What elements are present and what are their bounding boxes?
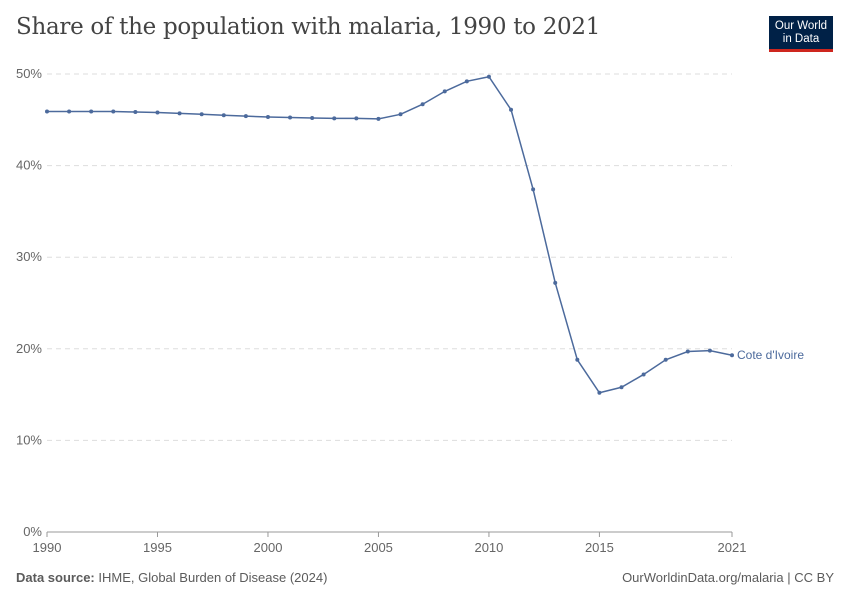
chart-title: Share of the population with malaria, 19…: [16, 14, 601, 40]
data-point: [177, 111, 182, 116]
data-point: [486, 74, 491, 79]
x-tick-label: 1995: [143, 540, 172, 555]
data-point: [597, 390, 602, 395]
data-point: [553, 280, 558, 285]
data-point: [332, 116, 337, 121]
series-line: [47, 75, 733, 394]
data-point: [464, 79, 469, 84]
data-point: [509, 107, 514, 112]
series-label: Cote d'Ivoire: [737, 348, 804, 362]
data-point: [221, 113, 226, 118]
source-text[interactable]: IHME, Global Burden of Disease (2024): [98, 570, 328, 585]
data-point: [111, 109, 116, 114]
owid-logo[interactable]: Our World in Data: [769, 16, 833, 52]
data-point: [531, 187, 536, 192]
source-label: Data source:: [16, 570, 95, 585]
data-point: [310, 115, 315, 120]
data-point: [398, 112, 403, 117]
x-tick-label: 2010: [474, 540, 503, 555]
y-tick-label: 50%: [16, 66, 42, 81]
x-tick-label: 2005: [364, 540, 393, 555]
data-point: [707, 348, 712, 353]
data-point: [67, 109, 72, 114]
y-tick-label: 20%: [16, 341, 42, 356]
data-point: [641, 372, 646, 377]
y-tick-label: 40%: [16, 158, 42, 173]
x-tick-label: 1990: [33, 540, 62, 555]
x-tick-label: 2015: [585, 540, 614, 555]
data-point: [730, 353, 734, 358]
data-point: [199, 112, 204, 117]
data-point: [685, 349, 690, 354]
data-point: [45, 109, 49, 114]
data-point: [354, 116, 359, 121]
data-point: [376, 116, 381, 121]
y-tick-label: 0%: [23, 524, 42, 539]
data-point: [155, 110, 160, 115]
data-point: [265, 115, 270, 120]
logo-line2: in Data: [782, 33, 820, 45]
data-source: Data source: IHME, Global Burden of Dise…: [16, 570, 327, 585]
credit[interactable]: OurWorldinData.org/malaria | CC BY: [622, 570, 834, 585]
x-tick-label: 2000: [254, 540, 283, 555]
data-point: [442, 89, 447, 94]
x-tick-label: 2021: [718, 540, 747, 555]
data-point: [133, 110, 138, 115]
data-point: [288, 115, 293, 120]
data-point: [663, 357, 668, 362]
data-point: [89, 109, 94, 114]
logo-line1: Our World: [774, 20, 828, 32]
data-point: [619, 385, 624, 390]
data-point: [575, 357, 580, 362]
data-point: [420, 102, 425, 107]
y-tick-label: 10%: [16, 432, 42, 447]
y-tick-label: 30%: [16, 249, 42, 264]
data-point: [243, 114, 248, 119]
